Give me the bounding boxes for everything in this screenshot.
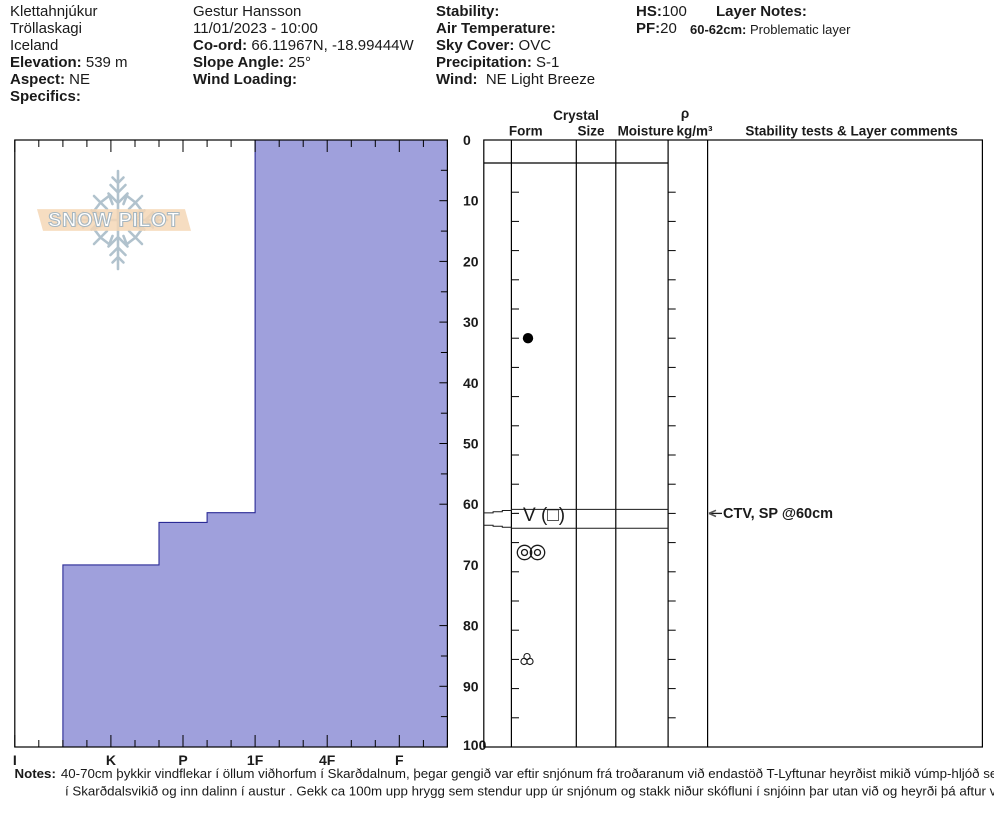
svg-text:í Skarðdalsvikið og inn dalinn: í Skarðdalsvikið og inn dalinn í austur … [65, 784, 994, 799]
svg-text:10: 10 [463, 193, 479, 209]
svg-text:Moisture: Moisture [618, 124, 675, 139]
svg-text:20: 20 [463, 253, 479, 269]
svg-text:50: 50 [463, 436, 479, 452]
svg-text:Notes:40-70cm þykkir vindfleka: Notes: 40-70cm þykkir vindflekar í öllum … [15, 766, 994, 781]
svg-text:0: 0 [463, 132, 471, 148]
svg-text:70: 70 [463, 557, 479, 573]
svg-text:40: 40 [463, 375, 479, 391]
svg-text:Crystal: Crystal [553, 108, 599, 123]
svg-text:100: 100 [463, 737, 487, 753]
svg-text:SNOW PILOT: SNOW PILOT [48, 210, 180, 232]
svg-text:kg/m³: kg/m³ [676, 124, 713, 139]
svg-text:30: 30 [463, 314, 479, 330]
svg-text:80: 80 [463, 618, 479, 634]
svg-text:V (□): V (□) [523, 505, 565, 526]
svg-text:CTV, SP @60cm: CTV, SP @60cm [723, 506, 833, 522]
svg-text:Size: Size [577, 124, 605, 139]
svg-text:Stability tests & Layer commen: Stability tests & Layer comments [745, 124, 957, 139]
svg-text:Form: Form [509, 124, 543, 139]
svg-text:ρ: ρ [681, 106, 689, 121]
svg-text:60: 60 [463, 496, 479, 512]
svg-text:90: 90 [463, 678, 479, 694]
